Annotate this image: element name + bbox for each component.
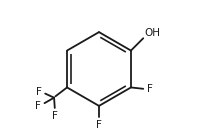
Text: F: F [52, 111, 58, 121]
Text: F: F [147, 84, 152, 94]
Text: F: F [36, 87, 42, 97]
Text: OH: OH [144, 28, 160, 38]
Text: F: F [96, 120, 102, 130]
Text: F: F [35, 101, 41, 111]
